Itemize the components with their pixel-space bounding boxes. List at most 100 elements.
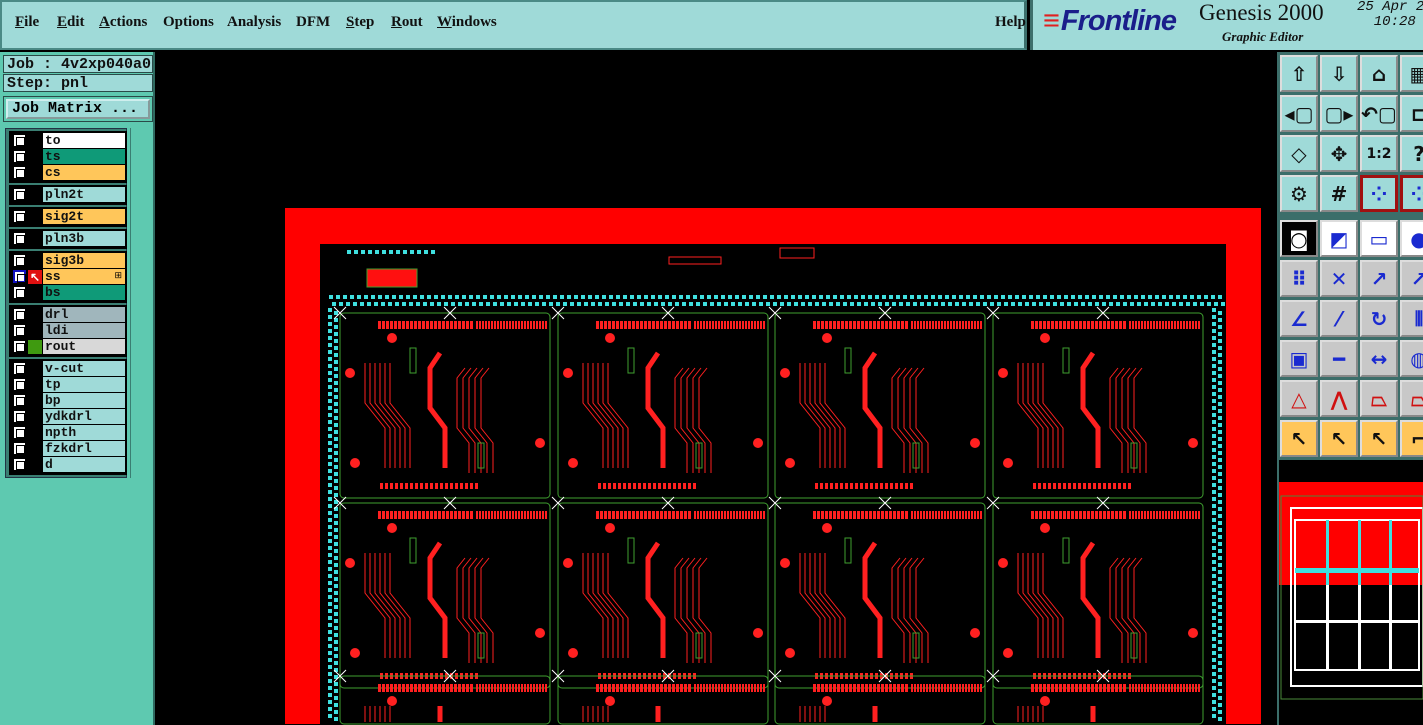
layer-row-sig2t[interactable]: sig2t	[10, 209, 126, 225]
spacing-icon[interactable]: ↔	[1360, 340, 1398, 377]
layer-row-bp[interactable]: bp	[10, 393, 126, 409]
layer-name[interactable]: ydkdrl	[43, 409, 125, 424]
help-icon[interactable]: ?	[1400, 135, 1423, 172]
step-down-icon[interactable]: ⇩	[1320, 55, 1358, 92]
layer-checkbox[interactable]	[13, 378, 26, 391]
layer-name[interactable]: bp	[43, 393, 125, 408]
layer-checkbox[interactable]	[13, 442, 26, 455]
layer-row-fzkdrl[interactable]: fzkdrl	[10, 441, 126, 457]
pan-right-icon[interactable]: ▢▸	[1320, 95, 1358, 132]
layer-name[interactable]: cs	[43, 165, 125, 180]
netlist-icon[interactable]: ⁘	[1360, 175, 1398, 212]
layer-checkbox[interactable]	[13, 150, 26, 163]
layer-name[interactable]: ts	[43, 149, 125, 164]
menu-dfm[interactable]: DFM	[296, 14, 331, 30]
mirror-icon[interactable]: ⫴	[1400, 300, 1423, 337]
layer-name[interactable]: rout	[43, 339, 125, 354]
layer-name[interactable]: fzkdrl	[43, 441, 125, 456]
layer-name[interactable]: to	[43, 133, 125, 148]
layer-name[interactable]: pln3b	[43, 231, 125, 246]
trapezoid-icon[interactable]: ⏢	[1360, 380, 1398, 417]
menu-options[interactable]: Options	[163, 14, 214, 30]
layer-row-tp[interactable]: tp	[10, 377, 126, 393]
layer-name[interactable]: v-cut	[43, 361, 125, 376]
measure-pads-icon[interactable]: ◩	[1320, 220, 1358, 257]
layer-checkbox[interactable]	[13, 458, 26, 471]
move-pad-icon[interactable]: ↗	[1360, 260, 1398, 297]
trapezoid-cut-icon[interactable]: ⏢	[1400, 380, 1423, 417]
layer-checkbox[interactable]	[13, 308, 26, 321]
layer-name[interactable]: pln2t	[43, 187, 125, 202]
zoom-fit-icon[interactable]: ◇	[1280, 135, 1318, 172]
layer-checkbox[interactable]	[13, 410, 26, 423]
overview-minimap[interactable]	[1277, 460, 1423, 725]
snap-icon[interactable]: ⊏	[1400, 95, 1423, 132]
home-icon[interactable]: ⌂	[1360, 55, 1398, 92]
layer-name[interactable]: sig3b	[43, 253, 125, 268]
pad-select-icon[interactable]: ●	[1400, 220, 1423, 257]
layer-row-ydkdrl[interactable]: ydkdrl	[10, 409, 126, 425]
menu-actions[interactable]: Actions	[99, 14, 148, 30]
layer-checkbox[interactable]	[13, 210, 26, 223]
layer-row-drl[interactable]: drl	[10, 307, 126, 323]
layer-checkbox[interactable]	[13, 134, 26, 147]
menu-windows[interactable]: Windows	[437, 14, 497, 30]
layer-checkbox[interactable]	[13, 426, 26, 439]
zoom-home-icon[interactable]: ✥	[1320, 135, 1358, 172]
layer-name[interactable]: npth	[43, 425, 125, 440]
layer-list-scrollbar[interactable]	[130, 128, 150, 478]
settings-palette-icon[interactable]: ⚙	[1280, 175, 1318, 212]
pan-left-icon[interactable]: ◂▢	[1280, 95, 1318, 132]
layer-row-rout[interactable]: rout	[10, 339, 126, 355]
scale-1-2-icon[interactable]: 1:2	[1360, 135, 1398, 172]
layer-name[interactable]: ss	[43, 269, 125, 284]
select-polygon-icon[interactable]: ↖	[1360, 420, 1398, 457]
layer-row-ts[interactable]: ts	[10, 149, 126, 165]
select-pointer-icon[interactable]: ↖	[1280, 420, 1318, 457]
layer-checkbox[interactable]	[13, 362, 26, 375]
move-pad-alt-icon[interactable]: ↗	[1400, 260, 1423, 297]
layer-checkbox[interactable]	[13, 324, 26, 337]
layer-row-cs[interactable]: cs	[10, 165, 126, 181]
layer-name[interactable]: ldi	[43, 323, 125, 338]
layer-row-d[interactable]: d	[10, 457, 126, 473]
expand-icon[interactable]: ⊞	[114, 270, 122, 280]
step-up-icon[interactable]: ⇧	[1280, 55, 1318, 92]
triangle-icon[interactable]: △	[1280, 380, 1318, 417]
layer-name[interactable]: bs	[43, 285, 125, 300]
select-box-icon[interactable]: ↖	[1320, 420, 1358, 457]
menu-step[interactable]: Step	[346, 14, 375, 30]
layer-checkbox[interactable]	[13, 166, 26, 179]
menu-edit[interactable]: Edit	[57, 14, 85, 30]
job-matrix-button[interactable]: Job Matrix ...	[6, 99, 150, 119]
layer-name[interactable]: sig2t	[43, 209, 125, 224]
layer-row-sig3b[interactable]: sig3b	[10, 253, 126, 269]
layer-checkbox[interactable]	[13, 340, 26, 353]
resize-pad-icon[interactable]: ▣	[1280, 340, 1318, 377]
layer-row-pln2t[interactable]: pln2t	[10, 187, 126, 203]
angle-line-icon[interactable]: ∠	[1280, 300, 1318, 337]
layer-name[interactable]: tp	[43, 377, 125, 392]
layer-checkbox[interactable]	[13, 188, 26, 201]
layer-row-bs[interactable]: bs	[10, 285, 126, 301]
menu-rout[interactable]: Rout	[391, 14, 423, 30]
layer-name[interactable]: d	[43, 457, 125, 472]
layer-row-to[interactable]: to	[10, 133, 126, 149]
layer-checkbox[interactable]	[13, 254, 26, 267]
rotate-icon[interactable]: ↻	[1360, 300, 1398, 337]
line-segment-icon[interactable]: ━	[1320, 340, 1358, 377]
graphic-canvas[interactable]	[157, 52, 1277, 725]
layer-row-ss[interactable]: ↖ ss ⊞	[10, 269, 126, 285]
netlist-alt-icon[interactable]: ⁘	[1400, 175, 1423, 212]
window-layout-icon[interactable]: ▦	[1400, 55, 1423, 92]
layer-row-ldi[interactable]: ldi	[10, 323, 126, 339]
layer-row-pln3b[interactable]: pln3b	[10, 231, 126, 247]
shape-icon[interactable]: ◍	[1400, 340, 1423, 377]
line-direction-icon[interactable]: ⁄	[1320, 300, 1358, 337]
feature-info-icon[interactable]: ◙	[1280, 220, 1318, 257]
layer-checkbox[interactable]	[13, 270, 26, 283]
layer-checkbox[interactable]	[13, 286, 26, 299]
layer-checkbox[interactable]	[13, 232, 26, 245]
route-path-icon[interactable]: ⌐	[1400, 420, 1423, 457]
grid-icon[interactable]: #	[1320, 175, 1358, 212]
